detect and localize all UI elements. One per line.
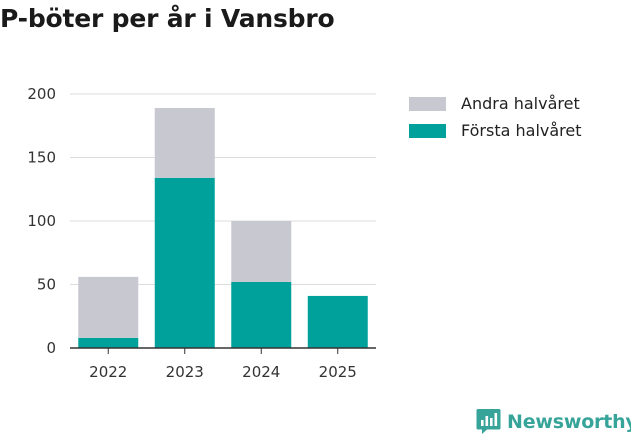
legend-label-andra: Andra halvåret [461, 94, 580, 113]
bar-segment [307, 295, 368, 348]
legend-swatch-forsta [409, 123, 446, 138]
chart-title: P-böter per år i Vansbro [0, 4, 335, 33]
brand-name: Newsworthy [507, 410, 631, 433]
y-tick-label: 0 [46, 339, 56, 357]
legend-swatch-andra [409, 96, 446, 111]
bar-segment [154, 177, 215, 348]
legend-item-andra: Andra halvåret [409, 90, 582, 117]
x-tick-label: 2022 [89, 363, 127, 381]
legend-item-forsta: Första halvåret [409, 117, 582, 144]
bar-segment [78, 337, 139, 348]
bar-segment [78, 276, 139, 338]
bar-segment [231, 221, 292, 282]
y-tick-label: 50 [37, 276, 56, 294]
x-tick-label: 2025 [319, 363, 357, 381]
gridlines [70, 93, 376, 285]
legend: Andra halvåret Första halvåret [409, 90, 582, 144]
bar-segment [154, 107, 215, 178]
y-tick-label: 200 [27, 85, 56, 103]
x-tick-label: 2023 [166, 363, 204, 381]
x-axis-ticks: 2022 2023 2024 2025 [89, 348, 357, 381]
bar-segment [231, 281, 292, 348]
brand: Newsworthy [476, 408, 631, 435]
y-tick-label: 150 [27, 149, 56, 167]
x-tick-label: 2024 [242, 363, 280, 381]
y-axis-ticks: 0 50 100 150 200 [27, 85, 56, 357]
newsworthy-logo-icon [476, 409, 501, 434]
legend-label-forsta: Första halvåret [461, 121, 582, 140]
bars [78, 107, 368, 348]
y-tick-label: 100 [27, 212, 56, 230]
